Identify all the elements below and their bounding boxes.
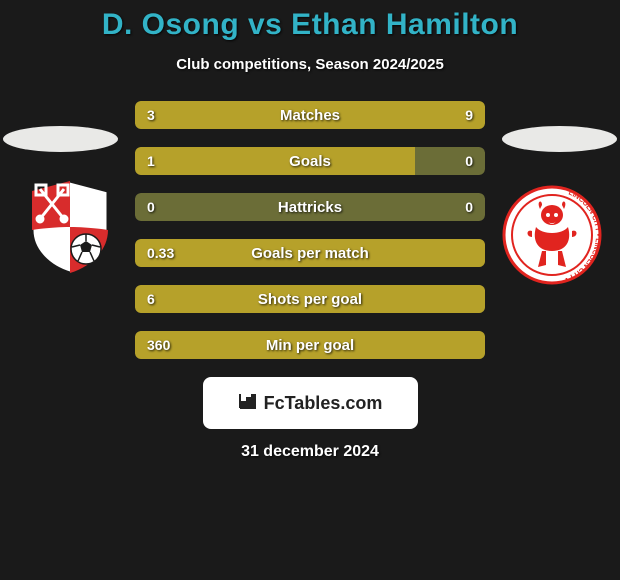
date-text: 31 december 2024 [0,443,620,461]
page-title: D. Osong vs Ethan Hamilton [0,8,620,42]
stat-label: Min per goal [135,331,485,359]
stat-label: Goals [135,147,485,175]
stat-row: 360Min per goal [135,331,485,359]
subtitle: Club competitions, Season 2024/2025 [0,56,620,73]
attribution-badge: FcTables.com [203,377,418,429]
stat-label: Shots per goal [135,285,485,313]
club-crest-right: LINCOLN CITY • LINCOLN CITY • [502,185,602,285]
chart-icon [238,392,258,415]
stat-row: 10Goals [135,147,485,175]
stat-label: Hattricks [135,193,485,221]
stat-label: Matches [135,101,485,129]
stat-row: 0.33Goals per match [135,239,485,267]
ellipse-right [502,126,617,152]
stat-row: 00Hattricks [135,193,485,221]
crest-left-svg [20,175,120,275]
stat-row: 6Shots per goal [135,285,485,313]
crest-right-svg: LINCOLN CITY • LINCOLN CITY • [502,185,602,285]
comparison-card: D. Osong vs Ethan Hamilton Club competit… [0,0,620,580]
stats-panel: 39Matches 10Goals 00Hattricks 0.33Goals per… [135,101,485,359]
stat-label: Goals per match [135,239,485,267]
club-crest-left [20,175,120,275]
ellipse-left [3,126,118,152]
stat-row: 39Matches [135,101,485,129]
badge-text: FcTables.com [264,393,383,414]
